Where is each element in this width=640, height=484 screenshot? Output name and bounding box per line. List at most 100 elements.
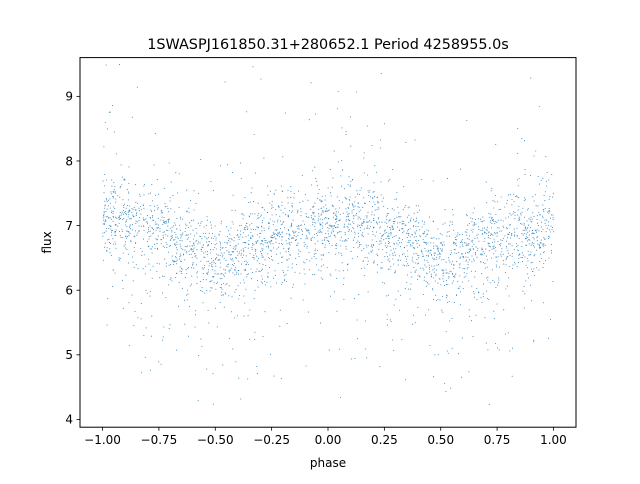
data-point	[109, 207, 111, 209]
data-point	[438, 253, 440, 255]
data-point	[264, 284, 266, 286]
data-point	[244, 197, 246, 199]
data-point	[359, 209, 361, 211]
data-point	[462, 256, 464, 258]
data-point	[356, 190, 358, 192]
data-point	[411, 257, 413, 259]
data-point	[314, 250, 316, 252]
data-point	[483, 283, 485, 285]
data-point	[485, 181, 487, 183]
data-point	[344, 234, 346, 236]
data-point	[278, 231, 280, 233]
data-point	[186, 238, 188, 240]
data-point	[247, 234, 249, 236]
data-point	[238, 260, 240, 262]
data-point	[298, 249, 300, 251]
data-point	[407, 241, 409, 243]
data-point	[264, 240, 266, 242]
data-point	[217, 259, 219, 261]
data-point	[332, 205, 334, 207]
data-point	[202, 268, 204, 270]
data-point	[392, 226, 394, 228]
data-point	[233, 263, 235, 265]
data-point	[260, 78, 262, 80]
data-point	[435, 300, 438, 302]
data-point	[488, 298, 490, 301]
data-point	[523, 285, 525, 287]
data-point	[111, 105, 114, 107]
data-point	[114, 224, 116, 226]
data-point	[268, 222, 270, 224]
data-point	[111, 185, 113, 187]
data-point	[401, 239, 404, 241]
data-point	[313, 212, 315, 214]
data-point	[349, 184, 351, 186]
data-point	[317, 240, 319, 242]
data-point	[229, 244, 231, 246]
data-point	[215, 237, 217, 239]
data-point	[543, 211, 545, 213]
data-point	[122, 236, 124, 239]
data-point	[362, 260, 364, 262]
data-point	[430, 249, 432, 251]
data-point	[157, 235, 159, 237]
data-point	[480, 297, 482, 299]
data-point	[126, 248, 128, 250]
data-point	[324, 216, 326, 218]
data-point	[272, 259, 274, 262]
data-point	[394, 218, 396, 220]
data-point	[448, 277, 450, 279]
data-point	[258, 212, 260, 214]
data-point	[478, 228, 480, 230]
data-point	[468, 259, 471, 261]
data-point	[299, 272, 301, 274]
data-point	[439, 248, 441, 250]
data-point	[500, 253, 502, 255]
data-point	[359, 216, 361, 218]
data-point	[215, 288, 217, 290]
data-point	[149, 369, 152, 371]
data-point	[548, 212, 550, 214]
data-point	[116, 217, 118, 219]
y-tick-label: 7	[65, 219, 73, 233]
data-point	[185, 227, 187, 229]
data-point	[272, 233, 274, 235]
data-point	[341, 185, 343, 187]
data-point	[386, 256, 388, 258]
data-point	[247, 201, 249, 203]
data-point	[348, 229, 350, 231]
data-point	[537, 222, 539, 224]
data-point	[492, 247, 494, 249]
data-point	[347, 214, 349, 216]
data-point	[518, 177, 520, 180]
data-point	[189, 241, 191, 243]
data-point	[528, 254, 530, 256]
data-point	[492, 234, 494, 236]
data-point	[155, 221, 157, 223]
data-point	[448, 259, 450, 261]
data-point	[496, 235, 498, 237]
data-point	[491, 269, 493, 271]
data-point	[306, 236, 308, 238]
data-point	[190, 233, 192, 235]
data-point	[474, 252, 476, 254]
data-point	[343, 226, 345, 228]
data-point	[103, 192, 105, 194]
data-point	[250, 192, 252, 194]
data-point	[380, 194, 382, 196]
data-point	[182, 253, 185, 255]
data-point	[401, 223, 403, 225]
data-point	[427, 255, 430, 257]
data-point	[389, 229, 391, 231]
data-point	[476, 287, 478, 289]
data-point	[112, 215, 114, 217]
data-point	[386, 222, 388, 224]
data-point	[415, 217, 418, 219]
data-point	[205, 251, 207, 253]
data-point	[156, 208, 159, 210]
data-point	[433, 254, 436, 256]
data-point	[459, 263, 461, 265]
data-point	[104, 121, 106, 124]
data-point	[436, 247, 438, 249]
data-point	[507, 252, 510, 254]
